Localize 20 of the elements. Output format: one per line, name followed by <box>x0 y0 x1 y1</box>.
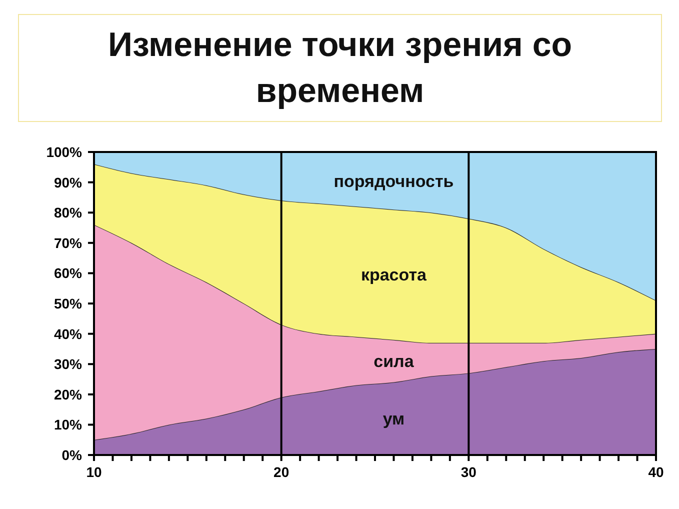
y-tick-label: 60% <box>54 265 83 282</box>
series-label: ум <box>382 410 405 429</box>
y-tick-label: 70% <box>54 234 83 251</box>
x-tick-label: 30 <box>460 464 477 480</box>
x-tick-label: 40 <box>648 464 664 480</box>
y-tick-label: 80% <box>54 204 83 221</box>
y-tick-label: 100% <box>46 144 83 160</box>
x-tick-label: 10 <box>86 464 102 480</box>
x-tick-label: 20 <box>274 464 290 480</box>
y-tick-label: 30% <box>54 356 83 372</box>
series-label: порядочность <box>334 172 454 191</box>
y-tick-label: 10% <box>54 416 83 433</box>
y-tick-label: 90% <box>54 174 83 190</box>
chart-title: Изменение точки зрения со временем <box>107 25 573 112</box>
series-label: красота <box>360 266 428 285</box>
series-label: сила <box>374 352 414 372</box>
y-tick-label: 40% <box>54 326 83 342</box>
y-tick-label: 20% <box>54 386 83 402</box>
y-tick-label: 0% <box>62 447 83 463</box>
y-tick-label: 50% <box>54 296 83 312</box>
